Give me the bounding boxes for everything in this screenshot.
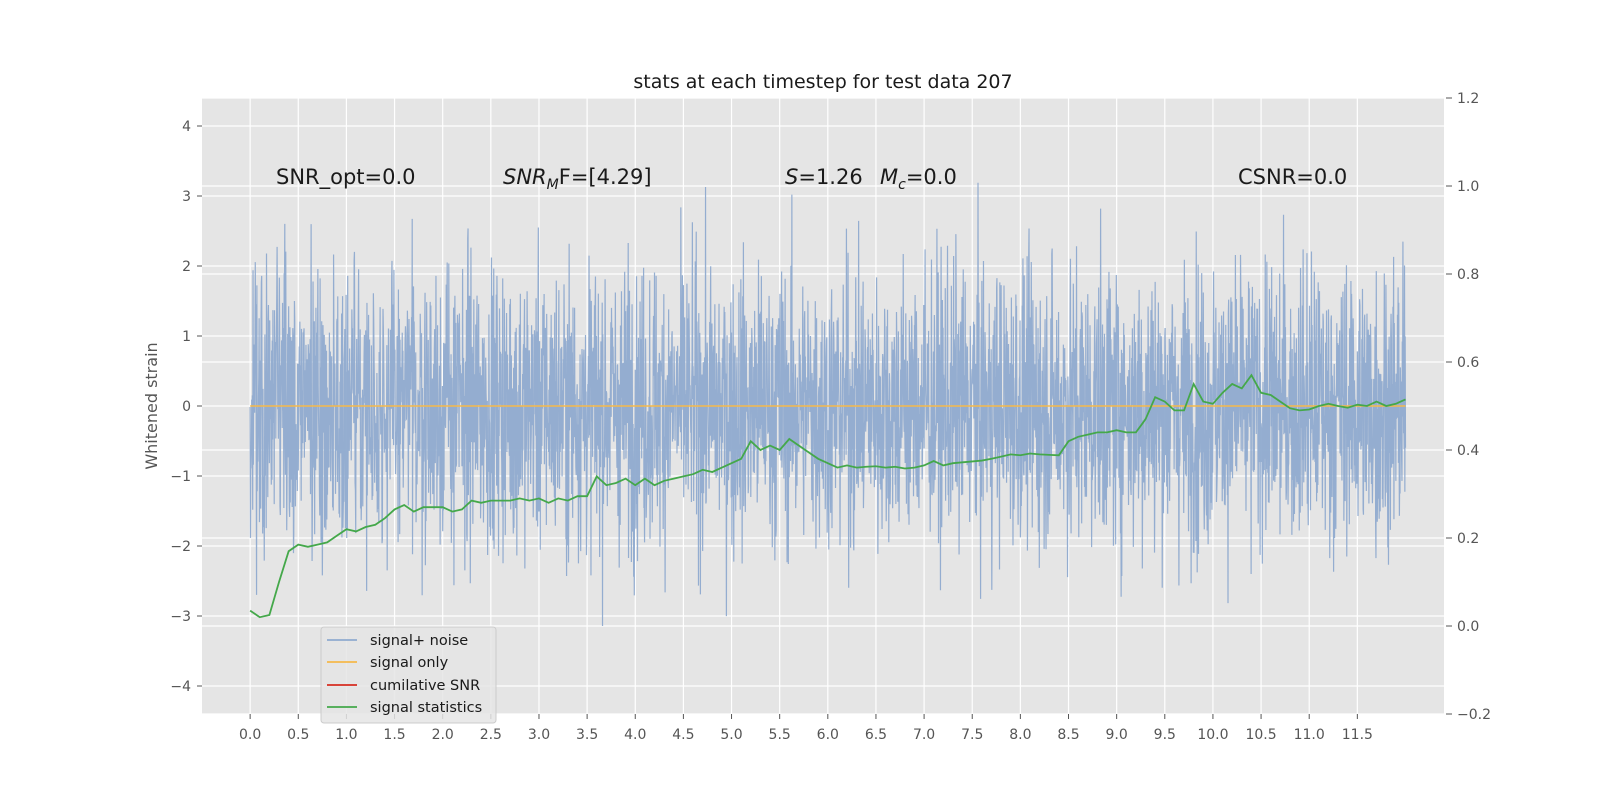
annotation-csnr: CSNR=0.0 [1238, 165, 1347, 189]
legend-box [320, 626, 497, 724]
annotation-snr-mf: SNRMF=[4.29] [503, 165, 652, 193]
x-tick-label: 10.0 [1197, 727, 1228, 743]
y-tick-label: −4 [170, 679, 191, 695]
y2-tick-label: 1.2 [1457, 91, 1479, 107]
x-tick-label: 4.0 [624, 727, 646, 743]
legend-label: signal+ noise [370, 633, 468, 649]
annotation-snr-opt: SNR_opt=0.0 [276, 165, 416, 190]
y-tick-label: −1 [170, 469, 191, 485]
y-tick-label: −3 [170, 609, 191, 625]
annotations: SNR_opt=0.0 SNRMF=[4.29] S=1.26 Mc=0.0 C… [276, 165, 1347, 193]
x-axis: 0.0 0.5 1.0 1.5 2.0 2.5 3.0 3.5 4.0 4.5 5.0 5.5 6.0 6… [239, 714, 1373, 743]
y-tick-label: 3 [182, 189, 191, 205]
x-tick-label: 7.0 [913, 727, 935, 743]
x-tick-label: 6.5 [865, 727, 887, 743]
annotation-mc: Mc=0.0 [880, 165, 957, 193]
x-tick-label: 10.5 [1245, 727, 1276, 743]
signal-noise-line [249, 182, 1407, 627]
x-tick-label: 7.5 [961, 727, 983, 743]
x-tick-label: 6.0 [817, 727, 839, 743]
x-tick-label: 1.0 [335, 727, 357, 743]
y2-tick-label: 1.0 [1457, 179, 1479, 195]
x-tick-label: 11.0 [1294, 727, 1325, 743]
y-axis-left: 4 3 2 1 0 −1 −2 −3 −4 [170, 119, 202, 695]
legend-label: cumilative SNR [370, 678, 480, 694]
x-tick-label: 9.0 [1106, 727, 1128, 743]
y-axis-label: Whitened strain [142, 342, 161, 469]
annotation-s: S=1.26 [785, 165, 863, 189]
x-tick-label: 3.5 [576, 727, 598, 743]
x-tick-label: 3.0 [528, 727, 550, 743]
y-tick-label: −2 [170, 539, 191, 555]
x-tick-label: 2.0 [432, 727, 454, 743]
x-tick-label: 5.5 [769, 727, 791, 743]
y2-tick-label: 0.6 [1457, 355, 1479, 371]
y-axis-right: 1.2 1.0 0.8 0.6 0.4 0.2 0.0 −0.2 [1446, 91, 1491, 723]
chart-title: stats at each timestep for test data 207 [633, 71, 1012, 93]
x-tick-label: 8.5 [1057, 727, 1079, 743]
x-tick-label: 9.5 [1154, 727, 1176, 743]
y2-tick-label: 0.8 [1457, 267, 1479, 283]
y-tick-label: 0 [182, 399, 191, 415]
y-tick-label: 1 [182, 329, 191, 345]
x-tick-label: 11.5 [1342, 727, 1373, 743]
legend-item-cumilative-snr: cumilative SNR [327, 678, 480, 694]
x-tick-label: 5.0 [720, 727, 742, 743]
legend-item-signal-noise: signal+ noise [327, 633, 468, 649]
y2-tick-label: 0.0 [1457, 619, 1479, 635]
x-tick-label: 8.0 [1009, 727, 1031, 743]
x-tick-label: 0.0 [239, 727, 261, 743]
y-tick-label: 4 [182, 119, 191, 135]
series-signal-statistics [249, 373, 1406, 619]
y2-tick-label: 0.4 [1457, 443, 1479, 459]
y2-tick-label: −0.2 [1457, 707, 1491, 723]
legend-label: signal only [370, 655, 449, 671]
y-tick-label: 2 [182, 259, 191, 275]
x-tick-label: 1.5 [383, 727, 405, 743]
x-tick-label: 4.5 [672, 727, 694, 743]
y2-tick-label: 0.2 [1457, 531, 1479, 547]
legend-label: signal statistics [370, 700, 482, 716]
signal-statistics-line [249, 373, 1406, 619]
series-signal-noise [249, 182, 1407, 627]
x-tick-label: 2.5 [480, 727, 502, 743]
legend-item-signal-only: signal only [327, 655, 449, 671]
x-tick-label: 0.5 [287, 727, 309, 743]
legend-item-signal-statistics: signal statistics [327, 700, 482, 716]
legend: signal+ noise signal only cumilative SNR… [320, 626, 497, 724]
